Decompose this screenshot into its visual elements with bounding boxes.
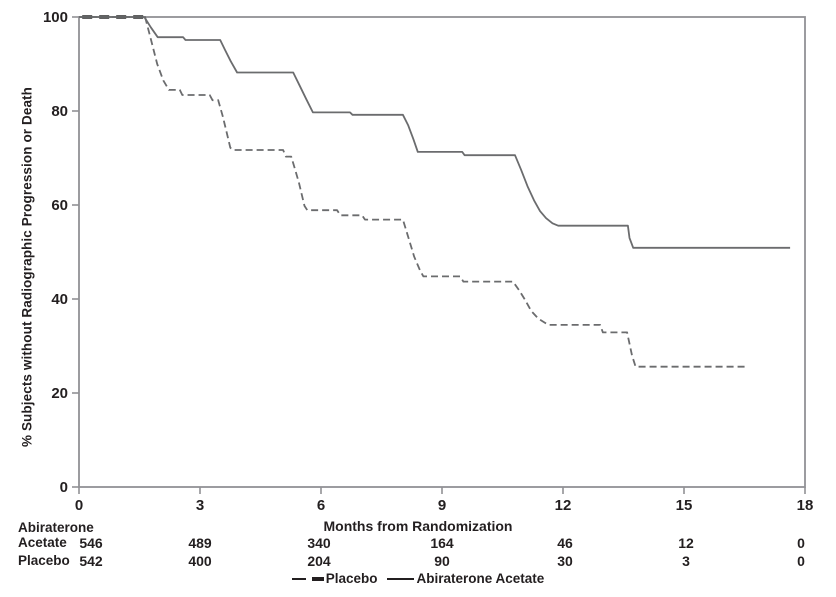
y-axis-title: % Subjects without Radiographic Progress…: [19, 87, 35, 447]
x-axis-title: Months from Randomization: [323, 518, 513, 534]
x-tick-label: 0: [75, 497, 83, 514]
dashed-line-sample-icon: [291, 576, 324, 581]
y-tick-label: 40: [51, 291, 68, 308]
y-tick-label: 100: [43, 9, 68, 26]
risk-count: 400: [188, 553, 212, 569]
risk-row-label-abiraterone-line2: Acetate: [18, 535, 67, 550]
x-tick-label: 12: [555, 497, 572, 514]
legend-label-placebo: Placebo: [325, 571, 378, 586]
risk-count: 204: [307, 553, 331, 569]
solid-line-sample-icon: [387, 577, 415, 580]
risk-row-label-placebo: Placebo: [18, 553, 70, 568]
risk-count: 90: [434, 553, 450, 569]
risk-count: 0: [797, 553, 805, 569]
risk-row-label-abiraterone-line1: Abiraterone: [18, 520, 94, 535]
y-tick-label: 0: [60, 479, 68, 496]
abiraterone-acetate-curve: [79, 16, 791, 249]
risk-count: 46: [557, 535, 573, 551]
x-tick-label: 3: [196, 497, 204, 514]
plot-frame: [78, 16, 806, 488]
risk-count: 12: [678, 535, 694, 551]
legend: Placebo Abiraterone Acetate: [0, 571, 836, 586]
risk-count: 546: [79, 535, 103, 551]
risk-count: 542: [79, 553, 103, 569]
y-tick-label: 20: [51, 385, 68, 402]
legend-label-abiraterone: Abiraterone Acetate: [416, 571, 545, 586]
y-tick-label: 80: [51, 103, 68, 120]
legend-item-abiraterone: Abiraterone Acetate: [387, 571, 544, 586]
risk-count: 164: [430, 535, 454, 551]
risk-count: 3: [682, 553, 690, 569]
x-tick-label: 9: [438, 497, 446, 514]
x-tick-label: 6: [317, 497, 325, 514]
x-tick-label: 15: [676, 497, 693, 514]
risk-count: 0: [797, 535, 805, 551]
legend-item-placebo: Placebo: [291, 571, 378, 586]
risk-count: 30: [557, 553, 573, 569]
y-tick-label: 60: [51, 197, 68, 214]
x-tick-label: 18: [797, 497, 814, 514]
risk-count: 489: [188, 535, 212, 551]
placebo-curve: [79, 16, 747, 368]
risk-count: 340: [307, 535, 331, 551]
